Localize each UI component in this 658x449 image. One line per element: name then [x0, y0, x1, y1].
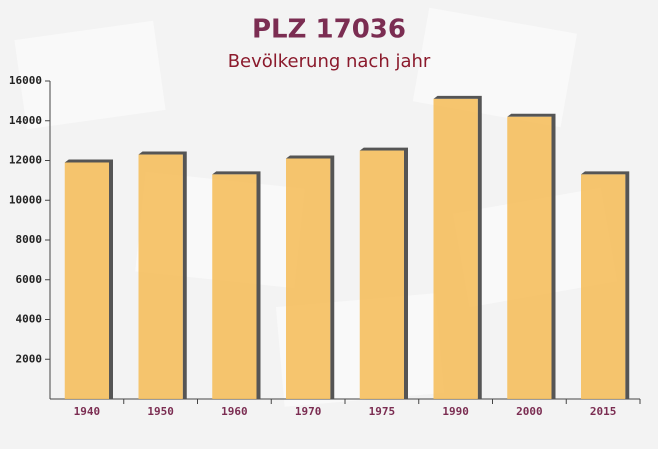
- x-tick-label: 1940: [74, 405, 101, 418]
- bar: [286, 158, 331, 399]
- y-tick-label: 8000: [16, 233, 43, 246]
- x-tick-label: 1950: [147, 405, 174, 418]
- x-tick-label: 1960: [221, 405, 248, 418]
- y-tick-label: 10000: [9, 193, 42, 206]
- x-tick-label: 2000: [516, 405, 543, 418]
- y-tick-label: 4000: [16, 313, 43, 326]
- bar: [359, 150, 404, 399]
- y-tick-label: 12000: [9, 154, 42, 167]
- bar: [507, 116, 552, 400]
- bar: [212, 174, 257, 399]
- x-tick-label: 1975: [369, 405, 396, 418]
- bar: [581, 174, 626, 399]
- y-tick-label: 2000: [16, 352, 43, 365]
- bar: [64, 162, 109, 399]
- y-tick-label: 14000: [9, 114, 42, 127]
- x-tick-label: 1990: [442, 405, 469, 418]
- x-tick-label: 2015: [590, 405, 617, 418]
- y-tick-label: 16000: [9, 74, 42, 87]
- chart-title: PLZ 17036: [252, 15, 406, 45]
- y-tick-label: 6000: [16, 273, 43, 286]
- chart-subtitle: Bevölkerung nach jahr: [228, 51, 431, 72]
- bar: [138, 154, 183, 399]
- bar: [433, 98, 478, 399]
- x-tick-label: 1970: [295, 405, 322, 418]
